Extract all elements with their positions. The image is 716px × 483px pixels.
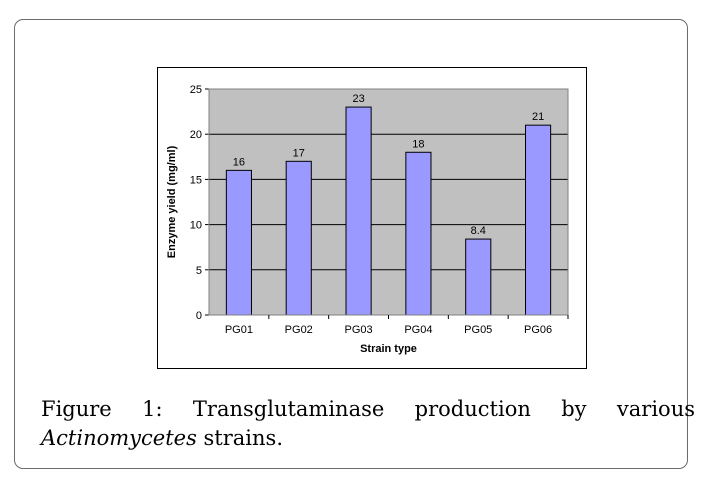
caption-text-end: strains. [196, 426, 284, 450]
bar-pg05 [465, 238, 492, 316]
y-tick-label: 15 [190, 174, 202, 186]
bar-pg03 [345, 106, 372, 316]
labels: 0 5 10 15 20 25 16 PG01 17 PG02 23 PG03 18 PG04 8.4 PG0… [166, 84, 552, 355]
y-tick-label: 5 [196, 265, 202, 277]
bar-pg02 [285, 160, 312, 316]
y-axis-title: Enzyme yield (mg/ml) [166, 145, 178, 258]
y-tick-label: 20 [190, 129, 202, 141]
x-axis-title: Strain type [360, 343, 417, 355]
bar-pg06 [525, 124, 552, 316]
x-tick-label: PG01 [225, 324, 253, 336]
bars [225, 106, 552, 316]
y-tick-label: 0 [196, 310, 202, 322]
data-label: 21 [532, 111, 544, 123]
bar-pg04 [405, 151, 432, 316]
bar-pg01 [225, 169, 252, 316]
y-tick-label: 10 [190, 220, 202, 232]
x-tick-label: PG02 [285, 324, 313, 336]
y-tick-label: 25 [190, 84, 202, 96]
data-label: 23 [352, 93, 364, 105]
data-label: 18 [412, 138, 424, 150]
caption-italic-text: Actinomycetes [41, 426, 197, 450]
axes [205, 88, 569, 319]
plot-area [209, 89, 568, 315]
bar-chart: 0 5 10 15 20 25 16 PG01 17 PG02 23 PG03 18 PG04 8.4 PG0… [166, 84, 569, 355]
figure-card: 0 5 10 15 20 25 16 PG01 17 PG02 23 PG03 18 PG04 8.4 PG0… [14, 19, 695, 469]
chart-container: 0 5 10 15 20 25 16 PG01 17 PG02 23 PG03 18 PG04 8.4 PG0… [157, 67, 587, 369]
x-tick-label: PG03 [345, 324, 373, 336]
data-label: 16 [233, 156, 245, 168]
data-label: 8.4 [471, 225, 486, 237]
x-tick-label: PG04 [404, 324, 432, 336]
data-label: 17 [293, 147, 305, 159]
x-tick-label: PG05 [464, 324, 492, 336]
caption-label: Figure 1 [41, 397, 156, 421]
caption-text: : Transglutaminase production by various [155, 397, 696, 421]
x-tick-label: PG06 [524, 324, 552, 336]
figure-caption: Figure 1: Transglutaminase production by… [41, 395, 695, 453]
